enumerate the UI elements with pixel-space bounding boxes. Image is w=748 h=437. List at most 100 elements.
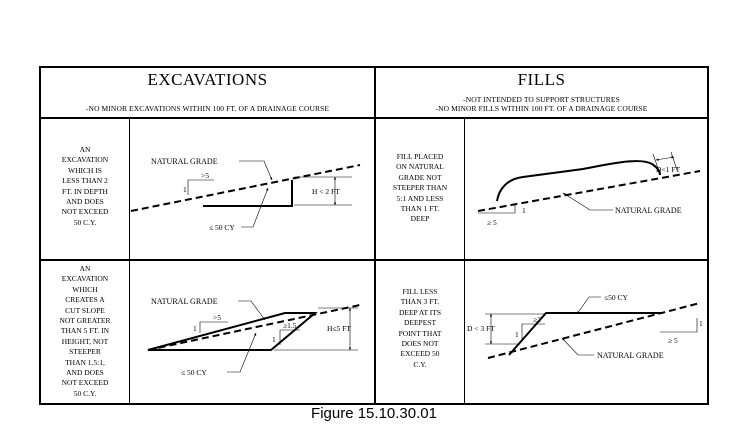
- fill-slope-triangle: [521, 323, 545, 341]
- slope-triangle: [199, 321, 228, 333]
- description-line: NOT EXCEED: [61, 207, 109, 217]
- slope-triangle: [478, 204, 516, 214]
- description-line: DOES NOT: [401, 339, 439, 349]
- label-cut-run: ≥1.5: [283, 321, 297, 330]
- label-natural-grade: NATURAL GRADE: [151, 157, 218, 166]
- fills-title: FILLS: [517, 70, 566, 89]
- leader-volume: [227, 332, 257, 373]
- excavation-case-1-description: AN EXCAVATION WHICH IS LESS THAN 2 FT. IN DE…: [41, 145, 129, 228]
- excavation-cut: [203, 180, 293, 207]
- description-line: THAN 5 FT. IN: [60, 326, 110, 336]
- description-line: STEEPER: [69, 347, 101, 357]
- description-line: HEIGHT, NOT: [61, 336, 109, 346]
- fills-subtitle-1: -NOT INTENDED TO SUPPORT STRUCTURES: [463, 95, 620, 104]
- label-fill-run: ≥2: [533, 315, 541, 324]
- label-height: H≤5 FT: [327, 324, 351, 333]
- description-line: EXCAVATION: [61, 274, 109, 284]
- description-line: AND DOES: [66, 368, 104, 378]
- depth-dimension-left: [652, 153, 661, 175]
- label-volume: ≤ 50 CY: [181, 368, 207, 377]
- description-line: THAN 1 FT.: [400, 204, 440, 214]
- description-line: 50 C.Y.: [73, 217, 97, 227]
- description-line: 5:1 AND LESS: [396, 193, 444, 203]
- description-line: AN: [79, 264, 91, 273]
- label-fill-rise: 1: [515, 330, 519, 339]
- leader-natural-grade: [239, 160, 273, 181]
- natural-grade-line: [487, 302, 701, 359]
- depth-dimension-right: [670, 151, 678, 171]
- column-divider-right: [464, 118, 465, 405]
- label-slope-run: ≥ 5: [487, 218, 497, 227]
- description-line: FT. IN DEPTH: [62, 186, 108, 196]
- slope-triangle: [187, 179, 214, 195]
- excavations-subtitle: -NO MINOR EXCAVATIONS WITHIN 100 FT. OF …: [85, 104, 330, 113]
- label-depth: D < 3 FT: [467, 324, 495, 333]
- natural-grade-line: [130, 164, 361, 212]
- fills-subtitle-2: -NO MINOR FILLS WITHIN 100 FT. OF A DRAI…: [435, 104, 648, 113]
- description-line: AN: [79, 145, 91, 154]
- row-divider: [39, 259, 709, 261]
- description-line: POINT THAT: [398, 328, 442, 338]
- description-line: C.Y.: [413, 359, 427, 369]
- description-line: DEEP: [410, 214, 430, 224]
- leader-natural-grade: [562, 192, 613, 211]
- label-slope-run: >5: [213, 313, 221, 322]
- fill-case-2-description: FILL LESS THAN 3 FT. DEEP AT ITS DEEPEST POI…: [376, 287, 464, 370]
- natural-grade-line: [147, 304, 361, 351]
- label-slope-rise: 1: [183, 185, 187, 194]
- excavation-case-2-drawing: [147, 300, 361, 373]
- label-slope-rise: 1: [193, 324, 197, 333]
- description-line: DEEPEST: [403, 318, 437, 328]
- excavation-case-1-drawing: [130, 160, 361, 228]
- description-line: THAN 1.5:1,: [65, 357, 105, 367]
- fill-case-1-description: FILL PLACED ON NATURAL GRADE NOT STEEPER TH…: [376, 152, 464, 225]
- description-line: EXCAVATION: [61, 155, 109, 165]
- description-line: WHICH IS: [68, 165, 102, 175]
- label-cut-rise: 1: [272, 335, 276, 344]
- leader-natural-grade: [238, 300, 266, 321]
- description-line: 50 C.Y.: [73, 388, 97, 398]
- fill-case-1-drawing: [477, 151, 701, 214]
- slope-triangle: [660, 318, 698, 333]
- description-line: DEEP AT ITS: [398, 307, 442, 317]
- column-divider-main: [374, 66, 376, 405]
- excavation-cut: [147, 312, 318, 351]
- description-line: ON NATURAL: [396, 162, 444, 172]
- fill-outline: [496, 160, 661, 202]
- depth-dimension-line: [655, 156, 675, 161]
- description-line: CUT SLOPE: [65, 305, 105, 315]
- label-natural-grade: NATURAL GRADE: [151, 297, 218, 306]
- column-divider-left: [129, 118, 130, 405]
- label-slope-run: ≥ 5: [668, 336, 678, 345]
- label-height: H < 2 FT: [312, 187, 340, 196]
- description-line: EXCEED 50: [400, 349, 440, 359]
- figure-caption: Figure 15.10.30.01: [311, 405, 437, 422]
- description-line: WHICH: [72, 284, 98, 294]
- excavation-case-2-description: AN EXCAVATION WHICH CREATES A CUT SLOPE NOT G…: [41, 264, 129, 399]
- description-line: CREATES A: [65, 295, 105, 305]
- description-line: GRADE NOT: [398, 172, 442, 182]
- description-line: LESS THAN 2: [62, 176, 108, 186]
- label-volume: ≤50 CY: [604, 293, 628, 302]
- label-natural-grade: NATURAL GRADE: [597, 351, 664, 360]
- fill-case-2-drawing: [485, 296, 701, 359]
- label-depth: D<1 FT: [656, 165, 680, 174]
- label-natural-grade: NATURAL GRADE: [615, 206, 682, 215]
- cut-slope-triangle: [279, 329, 300, 345]
- description-line: NOT GREATER: [59, 316, 111, 326]
- leader-natural-grade: [561, 337, 594, 356]
- description-line: STEEPER THAN: [392, 183, 448, 193]
- description-line: NOT EXCEED: [61, 378, 109, 388]
- header-divider: [39, 117, 709, 119]
- description-line: THAN 3 FT.: [400, 297, 440, 307]
- natural-grade-line: [477, 170, 701, 212]
- excavations-title: EXCAVATIONS: [147, 70, 268, 89]
- label-slope-rise: 1: [522, 206, 526, 215]
- description-line: FILL PLACED: [396, 152, 444, 161]
- description-line: FILL LESS: [402, 287, 438, 296]
- label-slope-run: >5: [201, 171, 209, 180]
- description-line: AND DOES: [66, 197, 104, 207]
- label-volume: ≤ 50 CY: [209, 223, 235, 232]
- label-slope-rise: 1: [699, 319, 703, 328]
